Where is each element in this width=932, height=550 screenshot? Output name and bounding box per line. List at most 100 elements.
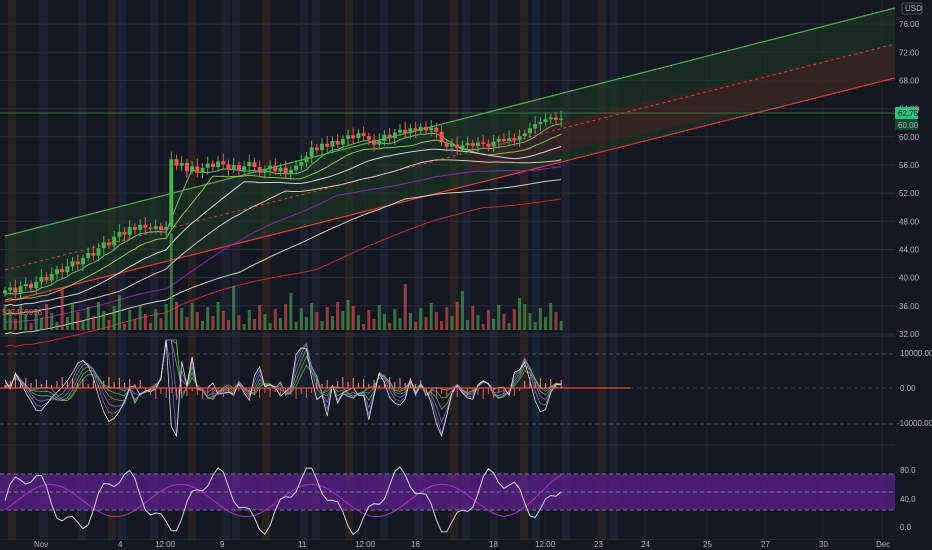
volume-bar	[538, 308, 542, 330]
candle-body	[522, 133, 527, 137]
volume-bar	[3, 304, 7, 330]
candle-body	[3, 290, 7, 294]
session-stripe	[380, 0, 388, 540]
volume-bar	[440, 321, 444, 330]
candle-body	[101, 242, 106, 249]
volume-bar	[65, 317, 69, 330]
currency-badge	[901, 2, 923, 15]
volume-bar	[398, 318, 402, 330]
volume-bar	[232, 286, 236, 330]
candle-body	[398, 129, 403, 133]
volume-bar	[554, 312, 558, 330]
candle-body	[559, 118, 564, 120]
volume-bar	[403, 284, 407, 330]
time-tick-label: 25	[703, 540, 712, 549]
volume-bar	[523, 304, 527, 330]
candle-body	[372, 139, 377, 145]
channel-lower-fill	[470, 45, 895, 172]
candle-body	[257, 167, 262, 173]
volume-bar	[226, 320, 230, 330]
time-tick-label: 11	[298, 540, 307, 549]
candle-body	[470, 143, 475, 146]
session-stripe	[532, 0, 540, 540]
candle-body	[127, 226, 132, 235]
volume-bar	[237, 315, 241, 330]
session-stripe	[188, 0, 196, 540]
volume-bar	[164, 304, 168, 330]
candle-body	[242, 166, 247, 171]
candle-body	[548, 117, 553, 120]
time-tick-label: 23	[594, 540, 603, 549]
candle-body	[132, 226, 137, 230]
volume-bar	[143, 314, 147, 330]
volume-bar	[123, 324, 127, 330]
candle-body	[320, 143, 325, 151]
candle-body	[153, 226, 158, 230]
candle-body	[346, 135, 351, 139]
volume-bar	[258, 305, 262, 330]
candle-body	[288, 169, 293, 174]
volume-bar	[429, 303, 433, 330]
candle-body	[351, 135, 356, 139]
candle-body	[533, 124, 538, 129]
candle-body	[210, 163, 215, 168]
osc-tick-label: 10000.00	[900, 349, 932, 358]
rsi-signal-line	[4, 474, 562, 518]
volume-bar	[273, 309, 277, 330]
volume-bar	[424, 317, 428, 330]
volume-bar	[8, 310, 12, 330]
candle-body	[356, 133, 361, 139]
volume-bar	[50, 313, 54, 330]
candle-body	[481, 142, 486, 144]
volume-bar	[393, 309, 397, 330]
time-tick-label: 16	[411, 540, 420, 549]
session-stripe	[262, 0, 270, 540]
volume-bar	[86, 307, 90, 330]
price-tick-label: 72.00	[899, 48, 920, 57]
candle-body	[408, 128, 413, 134]
volume-bar	[559, 321, 563, 330]
candle-body	[226, 164, 231, 170]
volume-bar	[320, 321, 324, 330]
volume-bar	[102, 311, 106, 330]
osc-tick-label: -10000.00	[897, 419, 932, 428]
candle-body	[34, 281, 39, 289]
candle-body	[299, 162, 304, 166]
candle-body	[273, 165, 278, 172]
volume-bar	[284, 304, 288, 330]
volume-bar	[486, 310, 490, 330]
time-tick-label: 12:00	[155, 540, 176, 549]
price-axis-bg	[895, 0, 932, 550]
volume-bar	[138, 305, 142, 330]
session-stripe	[222, 0, 230, 540]
candle-body	[377, 141, 382, 145]
time-tick-label: 4	[118, 540, 123, 549]
osc-wave	[4, 339, 562, 438]
time-tick-label: 9	[220, 540, 225, 549]
oscillator-pane	[0, 339, 895, 438]
volume-bar	[154, 309, 158, 330]
candle-body	[247, 162, 252, 167]
trend-channel	[0, 7, 896, 303]
candle-body	[49, 274, 54, 281]
volume-bar	[206, 307, 210, 330]
candle-body	[179, 162, 184, 166]
candle-body	[91, 253, 96, 256]
volume-bar	[330, 316, 334, 330]
volume-bar	[91, 316, 95, 330]
session-stripe	[610, 0, 618, 540]
candle-body	[28, 283, 33, 289]
rsi-tick-label: 80.0	[900, 466, 916, 475]
time-tick-label: 24	[641, 540, 650, 549]
volume-bar	[304, 317, 308, 330]
volume-bar	[466, 320, 470, 330]
volume-bars	[3, 233, 563, 330]
volume-bar	[512, 309, 516, 330]
candle-body	[403, 129, 408, 134]
candle-body	[86, 253, 91, 258]
candle-body	[340, 138, 345, 145]
volume-bar	[107, 320, 111, 330]
volume-bar	[356, 315, 360, 330]
candle-body	[496, 138, 501, 142]
